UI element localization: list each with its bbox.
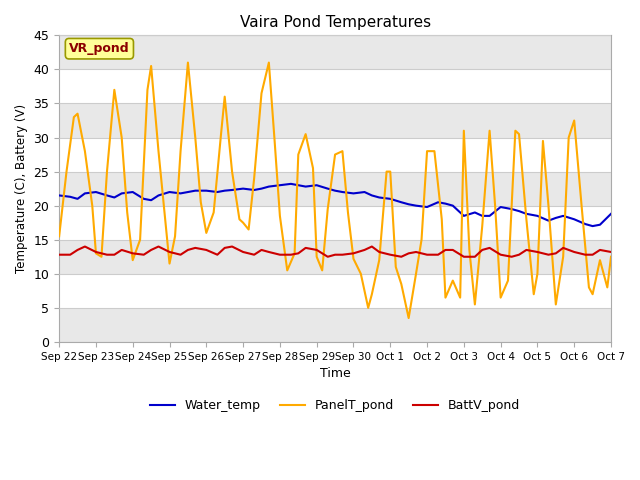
PanelT_pond	[55, 233, 63, 239]
Bar	[59, 274, 611, 308]
BattV_pond	[552, 251, 559, 256]
Legend: Water_temp, PanelT_pond, BattV_pond: Water_temp, PanelT_pond, BattV_pond	[145, 394, 525, 417]
Title: Vaira Pond Temperatures: Vaira Pond Temperatures	[239, 15, 431, 30]
Water_temp	[607, 211, 615, 216]
BattV_pond	[405, 251, 413, 256]
PanelT_pond	[191, 135, 199, 141]
BattV_pond	[607, 249, 615, 255]
X-axis label: Time: Time	[320, 367, 351, 380]
Water_temp	[184, 189, 192, 195]
BattV_pond	[258, 247, 266, 253]
Water_temp	[397, 199, 405, 205]
PanelT_pond	[124, 210, 131, 216]
BattV_pond	[177, 252, 184, 258]
Water_temp	[361, 189, 369, 195]
Bar	[59, 104, 611, 138]
Water_temp	[287, 181, 295, 187]
Water_temp	[545, 218, 552, 224]
PanelT_pond	[405, 315, 413, 321]
Y-axis label: Temperature (C), Battery (V): Temperature (C), Battery (V)	[15, 104, 28, 273]
BattV_pond	[55, 252, 63, 258]
Water_temp	[166, 189, 173, 195]
Bar	[59, 138, 611, 171]
Bar	[59, 308, 611, 342]
PanelT_pond	[383, 168, 390, 174]
BattV_pond	[81, 244, 89, 250]
PanelT_pond	[202, 230, 210, 236]
Line: PanelT_pond: PanelT_pond	[59, 62, 611, 318]
PanelT_pond	[607, 254, 615, 260]
Line: Water_temp: Water_temp	[59, 184, 611, 226]
Text: VR_pond: VR_pond	[69, 42, 130, 55]
PanelT_pond	[534, 271, 541, 276]
Bar	[59, 70, 611, 104]
Water_temp	[250, 187, 258, 193]
Water_temp	[589, 223, 596, 229]
Bar	[59, 205, 611, 240]
PanelT_pond	[604, 285, 611, 290]
PanelT_pond	[184, 60, 192, 65]
Bar	[59, 171, 611, 205]
Bar	[59, 36, 611, 70]
Bar	[59, 240, 611, 274]
BattV_pond	[191, 245, 199, 251]
BattV_pond	[324, 254, 332, 260]
Line: BattV_pond: BattV_pond	[59, 247, 611, 257]
Water_temp	[55, 192, 63, 198]
BattV_pond	[368, 244, 376, 250]
